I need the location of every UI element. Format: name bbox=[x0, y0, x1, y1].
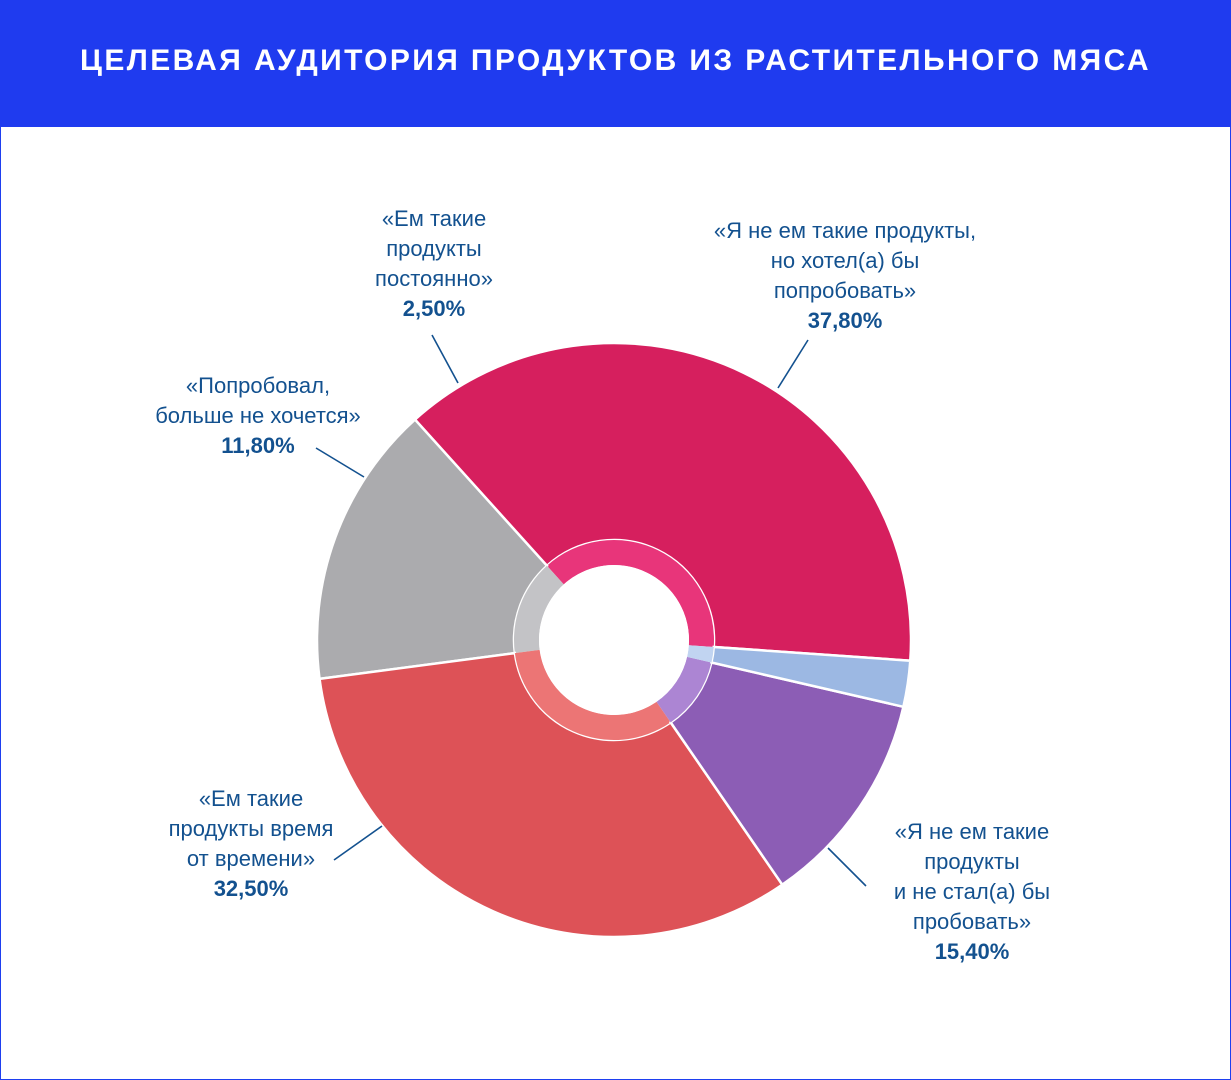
slice-label-want-to-try: «Я не ем такие продукты, но хотел(а) бы по… bbox=[714, 216, 976, 336]
slice-label-line: от времени» bbox=[186, 846, 316, 871]
leader-line-sometimes bbox=[333, 825, 383, 861]
slice-label-line: продукты время bbox=[168, 816, 334, 841]
slice-label-line: «Ем такие bbox=[381, 206, 487, 231]
slice-label-line: «Я не ем такие bbox=[894, 819, 1050, 844]
slice-percent-label: 11,80% bbox=[221, 433, 295, 458]
slice-inner-ring-constantly bbox=[687, 645, 714, 663]
slice-label-line: и не стал(а) бы bbox=[893, 879, 1051, 904]
chart-title: ЦЕЛЕВАЯ АУДИТОРИЯ ПРОДУКТОВ ИЗ РАСТИТЕЛЬ… bbox=[80, 44, 1151, 77]
slice-inner-ring-want-to-try bbox=[546, 539, 714, 647]
slice-label-line: но хотел(а) бы bbox=[770, 248, 920, 273]
header-banner: ЦЕЛЕВАЯ АУДИТОРИЯ ПРОДУКТОВ ИЗ РАСТИТЕЛЬ… bbox=[0, 0, 1231, 127]
slice-label-line: постоянно» bbox=[375, 266, 493, 291]
leader-line-constantly bbox=[431, 334, 459, 384]
slice-percent-label: 32,50% bbox=[213, 876, 289, 901]
slice-label-tried-no-more: «Попробовал, больше не хочется» 11,80% bbox=[155, 371, 361, 461]
slice-label-line: продукты bbox=[386, 236, 482, 261]
leader-line-would-not-try bbox=[827, 847, 867, 887]
slice-label-line: продукты bbox=[924, 849, 1020, 874]
slice-label-constantly: «Ем такие продукты постоянно» 2,50% bbox=[375, 204, 493, 324]
slice-inner-ring-would-not-try bbox=[513, 565, 564, 654]
slice-label-line: больше не хочется» bbox=[155, 403, 361, 428]
slice-label-would-not-try: «Я не ем такие продукты и не стал(а) бы про… bbox=[894, 817, 1050, 967]
leader-line-tried-no-more bbox=[315, 447, 365, 478]
slice-label-line: «Я не ем такие продукты, bbox=[713, 218, 977, 243]
slice-label-line: «Попробовал, bbox=[185, 373, 331, 398]
slice-percent-label: 37,80% bbox=[807, 308, 883, 333]
slice-label-sometimes: «Ем такие продукты время от времени» 32,50% bbox=[169, 784, 334, 904]
slice-percent-label: 15,40% bbox=[934, 939, 1010, 964]
slice-label-line: «Ем такие bbox=[198, 786, 304, 811]
leader-line-want-to-try bbox=[777, 339, 809, 389]
slice-inner-ring-tried-no-more bbox=[656, 656, 712, 723]
slice-label-line: пробовать» bbox=[912, 909, 1032, 934]
donut-hole bbox=[539, 565, 689, 715]
slice-percent-label: 2,50% bbox=[402, 296, 466, 321]
slice-inner-ring-sometimes bbox=[514, 649, 671, 740]
slice-label-line: попробовать» bbox=[773, 278, 917, 303]
